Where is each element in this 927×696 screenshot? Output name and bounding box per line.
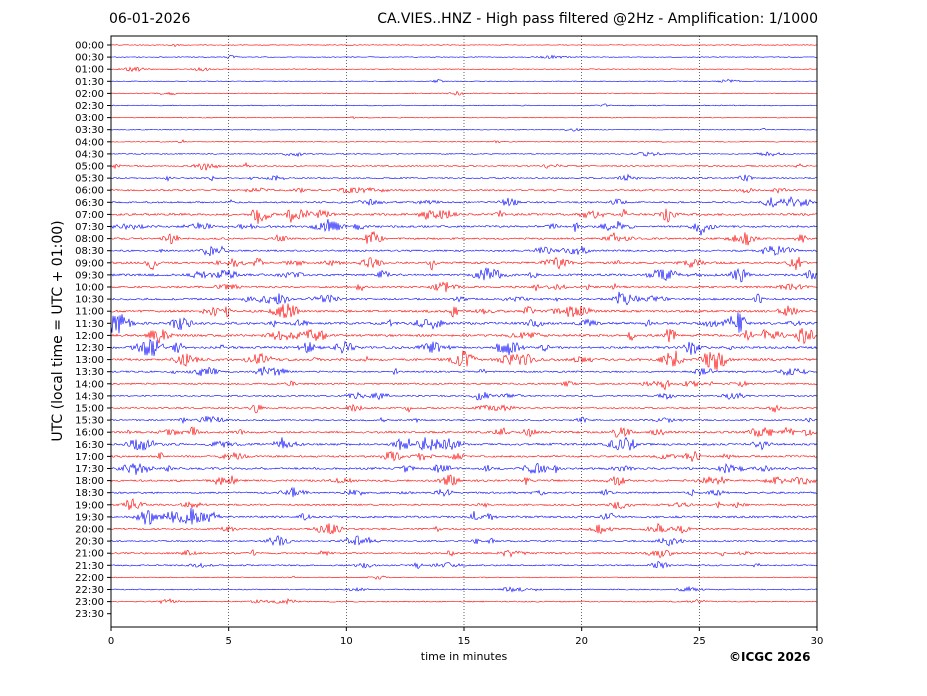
y-tick-label: 17:00	[75, 452, 104, 463]
y-tick-label: 14:00	[75, 379, 104, 390]
trace-line	[110, 486, 818, 498]
y-tick-label: 18:30	[75, 488, 104, 499]
y-tick-label: 09:30	[75, 270, 104, 281]
y-tick-label: 10:00	[75, 283, 104, 294]
y-tick-label: 03:30	[75, 125, 104, 136]
y-tick-label: 20:30	[75, 537, 104, 548]
trace-line	[110, 186, 818, 194]
trace-line	[110, 291, 818, 306]
x-tick-label: 5	[225, 636, 231, 647]
trace-line	[110, 575, 818, 580]
y-tick-label: 12:00	[75, 331, 104, 342]
y-tick-label: 22:00	[75, 573, 104, 584]
y-tick-label: 08:00	[75, 234, 104, 245]
y-tick-label: 06:00	[75, 186, 104, 197]
trace-line	[110, 245, 818, 257]
trace-line	[110, 267, 818, 283]
y-tick-label: 06:30	[75, 198, 104, 209]
trace-line	[110, 436, 818, 451]
trace-line	[110, 549, 818, 559]
trace-line	[110, 208, 818, 225]
y-tick-label: 16:30	[75, 440, 104, 451]
grid-group	[228, 36, 700, 627]
y-tick-label: 05:30	[75, 174, 104, 185]
y-tick-label: 14:30	[75, 391, 104, 402]
y-tick-label: 15:00	[75, 404, 104, 415]
y-tick-label: 12:30	[75, 343, 104, 354]
trace-line	[110, 196, 818, 208]
y-tick-label: 17:30	[75, 464, 104, 475]
x-tick-label: 10	[340, 636, 353, 647]
y-tick-label: 19:00	[75, 500, 104, 511]
y-tick-label: 15:30	[75, 416, 104, 427]
y-tick-label: 11:30	[75, 319, 104, 330]
copyright-credit: ©ICGC 2026	[729, 650, 811, 664]
y-tick-label: 22:30	[75, 585, 104, 596]
chart-title: CA.VIES..HNZ - High pass filtered @2Hz -…	[377, 11, 818, 27]
y-tick-label: 19:30	[75, 512, 104, 523]
y-tick-label: 05:00	[75, 162, 104, 173]
y-tick-label: 13:30	[75, 367, 104, 378]
y-tick-label: 07:00	[75, 210, 104, 221]
trace-line	[110, 312, 818, 334]
y-tick-label: 07:30	[75, 222, 104, 233]
trace-line	[110, 327, 818, 345]
y-axis: 00:0000:3001:0001:3002:0002:3003:0003:30…	[75, 41, 111, 620]
y-tick-label: 10:30	[75, 295, 104, 306]
y-tick-label: 13:00	[75, 355, 104, 366]
trace-line	[110, 303, 817, 319]
trace-line	[110, 508, 818, 525]
y-tick-label: 23:30	[75, 609, 104, 620]
x-tick-label: 20	[575, 636, 588, 647]
trace-line	[110, 151, 818, 158]
trace-line	[110, 161, 818, 171]
y-tick-label: 01:30	[75, 77, 104, 88]
x-axis-label: time in minutes	[421, 650, 508, 663]
y-axis-label: UTC (local time = UTC + 01:00)	[50, 220, 66, 441]
y-tick-label: 00:00	[75, 41, 104, 52]
y-tick-label: 02:00	[75, 89, 104, 100]
x-tick-label: 30	[811, 636, 824, 647]
y-tick-label: 11:00	[75, 307, 104, 318]
trace-line	[110, 415, 818, 425]
y-tick-label: 02:30	[75, 101, 104, 112]
y-tick-label: 04:30	[75, 149, 104, 160]
y-tick-label: 16:00	[75, 428, 104, 439]
trace-line	[110, 535, 818, 547]
y-tick-label: 23:00	[75, 597, 104, 608]
x-tick-label: 15	[458, 636, 471, 647]
x-tick-label: 0	[108, 636, 114, 647]
trace-line	[110, 379, 818, 391]
trace-line	[110, 281, 817, 293]
chart-date: 06-01-2026	[109, 11, 191, 27]
y-tick-label: 21:30	[75, 561, 104, 572]
plot-frame	[110, 35, 818, 628]
trace-line	[110, 598, 818, 605]
x-axis: 0 5 10 15 20 25 30	[108, 627, 824, 647]
x-tick-label: 25	[693, 636, 706, 647]
y-tick-label: 04:00	[75, 137, 104, 148]
trace-line	[110, 585, 818, 593]
y-tick-label: 08:30	[75, 246, 104, 257]
y-tick-label: 20:00	[75, 525, 104, 536]
y-tick-label: 09:00	[75, 258, 104, 269]
y-tick-label: 03:00	[75, 113, 104, 124]
trace-line	[110, 366, 818, 377]
trace-line	[110, 561, 818, 570]
y-tick-label: 01:00	[75, 65, 104, 76]
trace-line	[110, 230, 818, 246]
trace-line	[110, 218, 818, 236]
y-tick-label: 21:00	[75, 549, 104, 560]
trace-line	[110, 450, 818, 462]
y-tick-label: 00:30	[75, 53, 104, 64]
y-tick-label: 18:00	[75, 476, 104, 487]
trace-line	[110, 256, 818, 271]
